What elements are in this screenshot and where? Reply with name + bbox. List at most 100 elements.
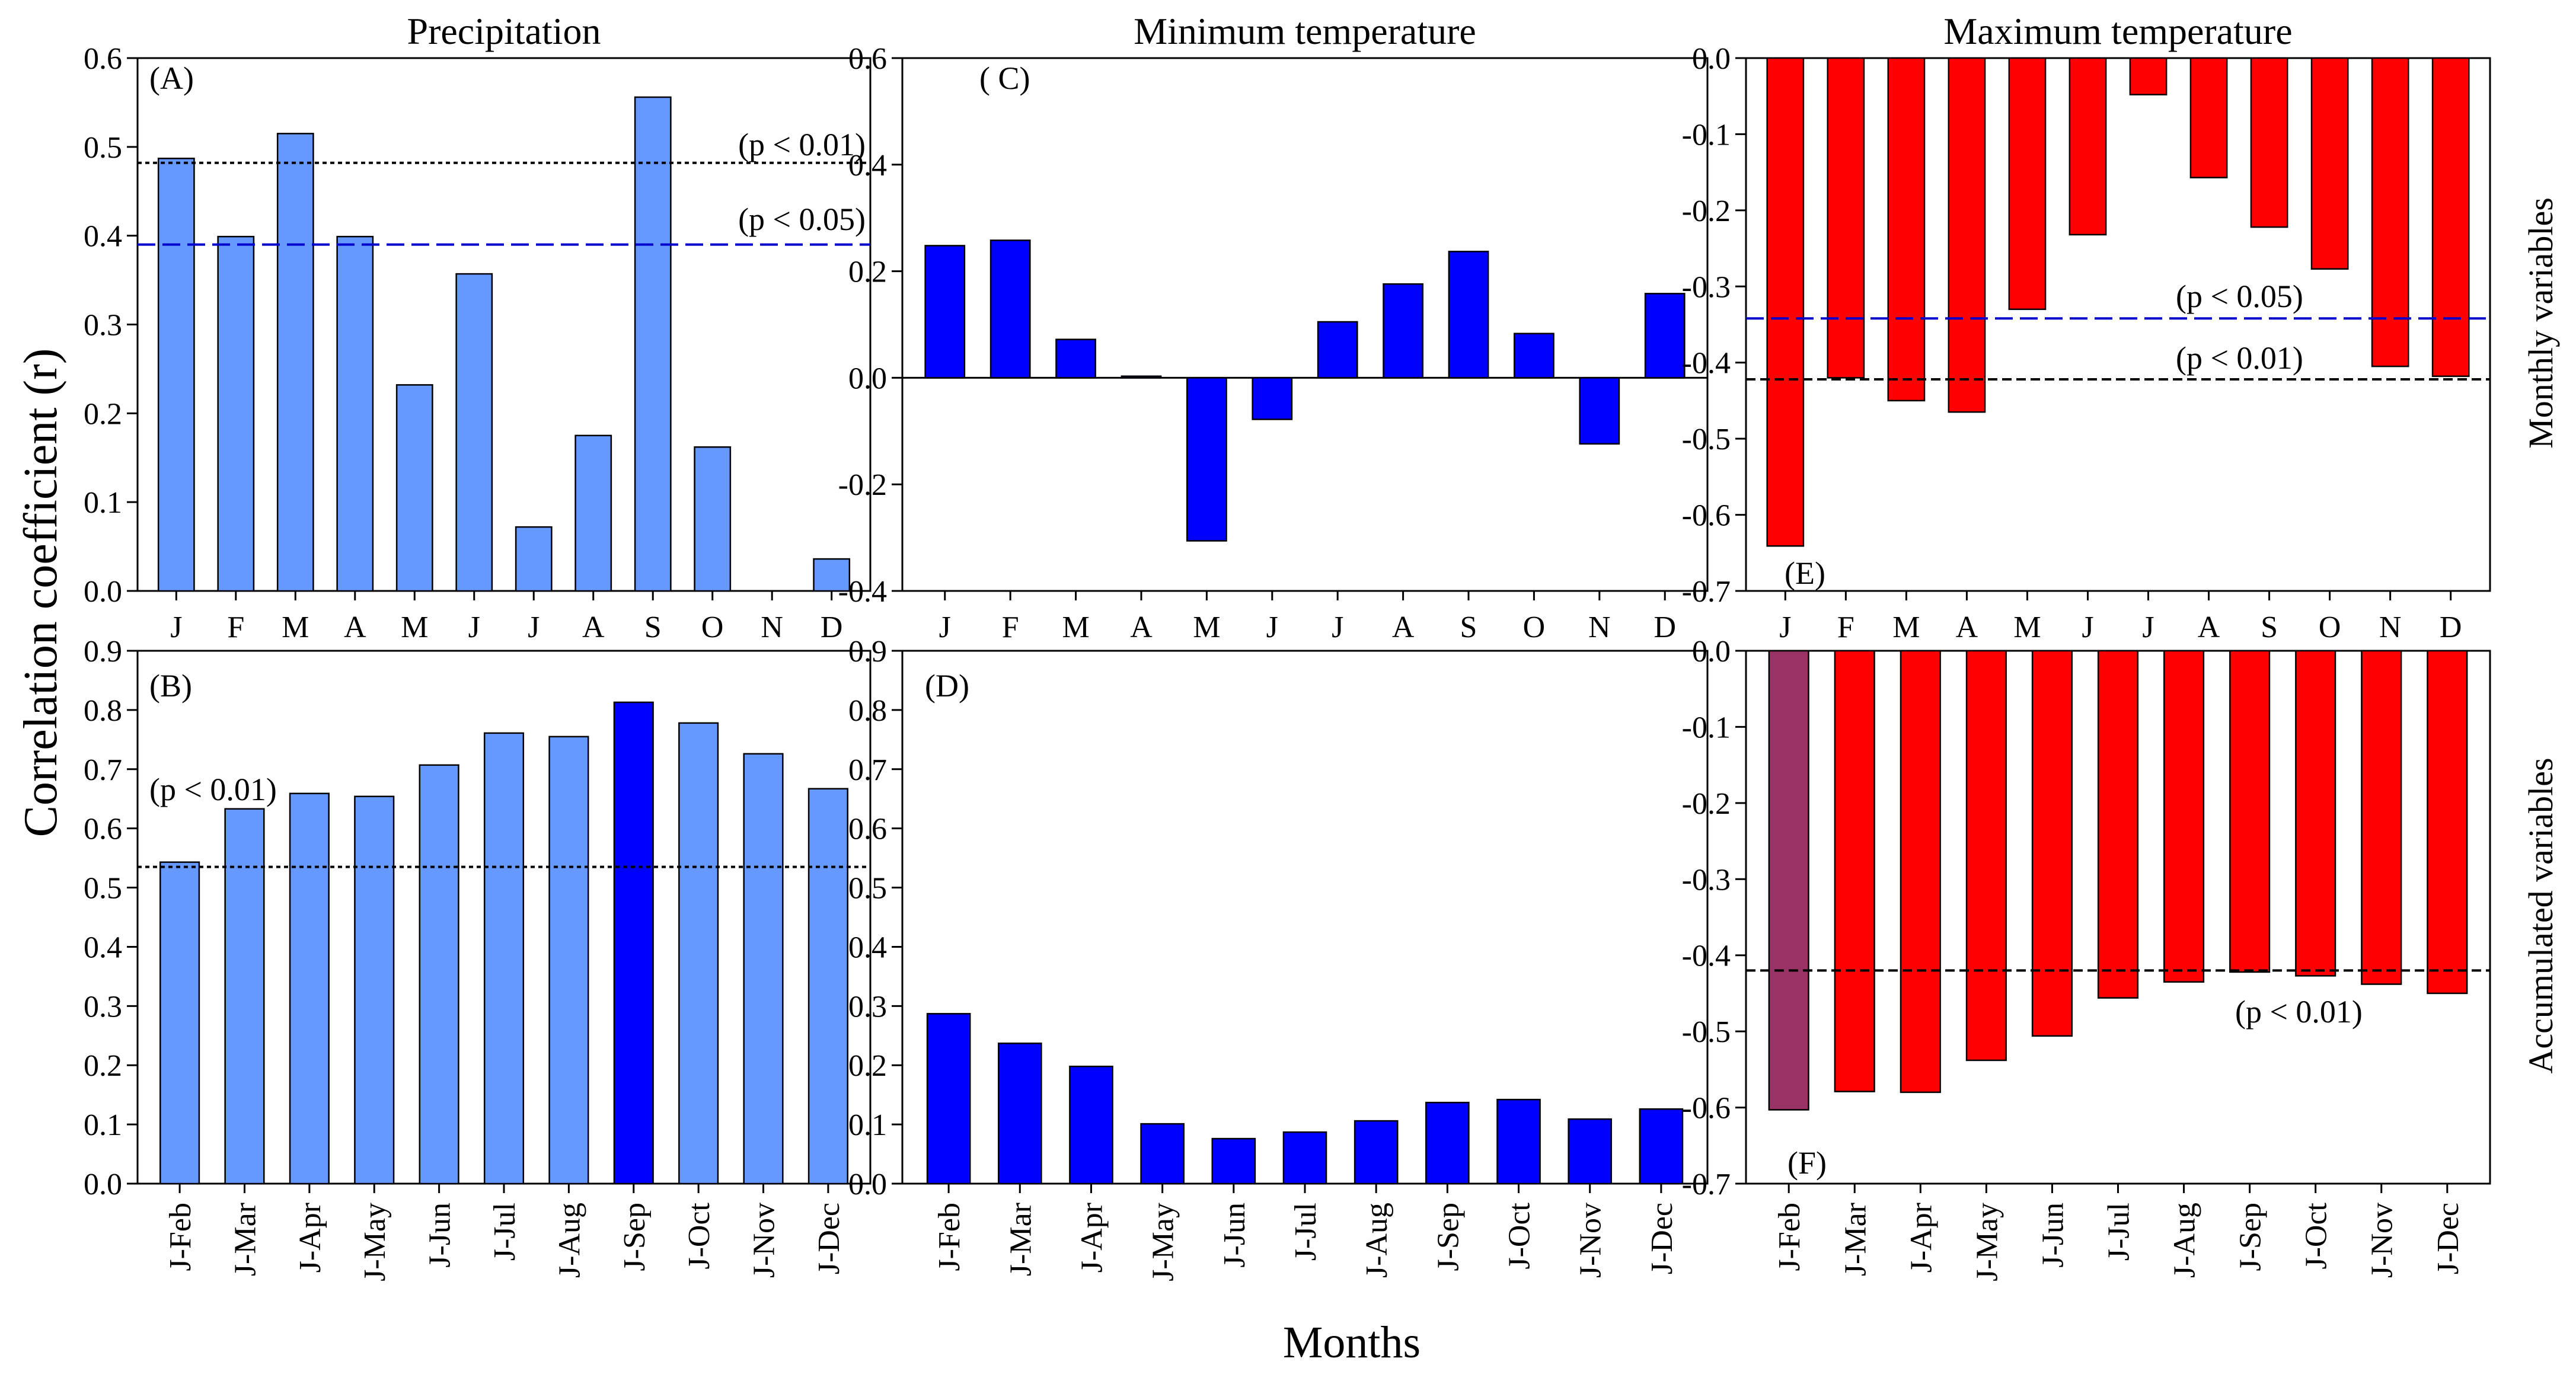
- panel-E: Maximum temperature -0.7 -0.6 -0.5 -0.4 -0.3 -…: [1682, 10, 2491, 644]
- x-tick-label-A: M: [282, 610, 309, 644]
- bar-A-3: [336, 235, 374, 592]
- bar-D-9: [1568, 1118, 1613, 1185]
- x-tick-label-F: J-Jun: [2036, 1203, 2070, 1268]
- x-tick-label-B: J-Jun: [423, 1203, 457, 1268]
- x-tick-label-E: O: [2319, 610, 2341, 644]
- y-tick-label-D: 0.2: [848, 1049, 887, 1083]
- bar-C-2: [1055, 338, 1096, 379]
- panel-B: 0.0 0.1 0.2 0.3 0.4 0.5 0.6 0.7 0.8 0.9 J-Feb J-Mar…: [84, 635, 872, 1281]
- bar-A-9: [694, 446, 732, 592]
- bar-A-4: [395, 384, 433, 592]
- bar-A-2: [276, 133, 314, 592]
- y-tick-label-B: 0.0: [84, 1168, 122, 1201]
- x-tick-label-B: J-Aug: [553, 1203, 586, 1278]
- bar-A-5: [455, 273, 493, 592]
- bar-F-2: [1900, 650, 1941, 1094]
- y-tick-label-E: -0.1: [1682, 118, 1731, 152]
- x-tick-label-A: D: [821, 610, 843, 644]
- panels-group: Precipitation 0.0 0.1 0.2 0.3 0.4 0.5 0.6 J F M A M J…: [84, 10, 2491, 1281]
- y-tick-label-A: 0.5: [84, 131, 122, 165]
- panel-letter-E: (E): [1785, 555, 1825, 591]
- bar-D-0: [926, 1013, 971, 1185]
- x-tick-label-C: N: [1588, 610, 1611, 644]
- panel-letter-C: ( C): [979, 60, 1030, 96]
- x-tick-label-F: J-Aug: [2168, 1203, 2202, 1278]
- x-tick-label-A: J: [468, 610, 480, 644]
- x-tick-label-C: F: [1002, 610, 1019, 644]
- x-tick-label-C: M: [1062, 610, 1089, 644]
- bar-E-1: [1827, 57, 1865, 379]
- y-tick-label-E: -0.3: [1682, 270, 1731, 304]
- panel-A: Precipitation 0.0 0.1 0.2 0.3 0.4 0.5 0.6 J F M A M J…: [84, 10, 872, 644]
- bar-B-2: [289, 792, 330, 1185]
- threshold-label-A-1: (p < 0.05): [738, 202, 866, 237]
- bar-A-7: [574, 434, 612, 592]
- bar-E-7: [2189, 57, 2228, 178]
- y-tick-label-F: -0.6: [1682, 1092, 1731, 1126]
- x-tick-label-C: J: [1266, 610, 1278, 644]
- y-tick-label-D: 0.6: [848, 813, 887, 846]
- x-tick-label-B: J-Oct: [682, 1202, 716, 1269]
- x-tick-label-E: F: [1837, 610, 1854, 644]
- y-tick-label-E: 0.0: [1692, 42, 1731, 76]
- bar-F-1: [1834, 650, 1875, 1092]
- bar-D-1: [997, 1043, 1042, 1185]
- bar-F-4: [2031, 650, 2073, 1037]
- x-tick-label-F: J-Feb: [1773, 1203, 1806, 1271]
- x-tick-label-C: D: [1654, 610, 1676, 644]
- bar-B-10: [807, 788, 848, 1185]
- panel-letter-A: (A): [149, 60, 194, 96]
- bar-C-7: [1383, 283, 1423, 379]
- x-tick-label-F: J-Jul: [2102, 1203, 2136, 1261]
- panel-F: -0.7 -0.6 -0.5 -0.4 -0.3 -0.2 -0.1 0.0 J-Feb J-Ma…: [1682, 635, 2491, 1281]
- y-tick-label-E: -0.2: [1682, 194, 1731, 228]
- x-tick-label-D: J-Mar: [1004, 1203, 1038, 1276]
- x-tick-label-A: A: [582, 610, 605, 644]
- bar-A-8: [634, 96, 672, 592]
- x-tick-label-D: J-Apr: [1075, 1203, 1109, 1273]
- bar-D-3: [1140, 1123, 1185, 1185]
- x-tick-label-E: J: [2142, 610, 2154, 644]
- x-tick-label-D: J-Dec: [1645, 1203, 1679, 1274]
- y-tick-label-B: 0.4: [84, 931, 122, 964]
- y-tick-label-C: 0.4: [848, 149, 887, 183]
- x-tick-label-E: M: [2013, 610, 2041, 644]
- bar-E-6: [2129, 57, 2168, 95]
- x-tick-label-E: S: [2261, 610, 2278, 644]
- x-tick-label-B: J-Mar: [228, 1203, 262, 1276]
- y-tick-label-C: -0.2: [838, 468, 887, 502]
- x-tick-label-D: J-Feb: [933, 1203, 966, 1271]
- y-tick-label-C: 0.2: [848, 255, 887, 289]
- threshold-label-B-0: (p < 0.01): [149, 772, 277, 807]
- x-tick-label-A: J: [170, 610, 182, 644]
- x-tick-label-C: J: [1332, 610, 1343, 644]
- y-tick-label-B: 0.9: [84, 635, 122, 669]
- bar-F-3: [1965, 650, 2007, 1062]
- bar-F-6: [2163, 650, 2205, 983]
- x-tick-label-E: A: [2198, 610, 2220, 644]
- x-tick-label-B: J-Jul: [488, 1203, 522, 1261]
- bar-E-10: [2371, 57, 2409, 367]
- panel-C: Minimum temperature -0.4 -0.2 0.0 0.2 0.4 0.6 J…: [838, 10, 1709, 644]
- x-tick-label-F: J-Nov: [2366, 1203, 2399, 1278]
- bar-B-6: [548, 736, 589, 1185]
- bar-C-8: [1448, 251, 1489, 379]
- y-tick-label-D: 0.4: [848, 931, 887, 964]
- x-tick-label-E: M: [1892, 610, 1920, 644]
- bar-B-1: [224, 808, 265, 1185]
- bar-E-0: [1766, 57, 1805, 547]
- y-tick-label-D: 0.0: [848, 1168, 887, 1201]
- plot-frame-C: [901, 57, 1709, 592]
- panel-D: 0.0 0.1 0.2 0.3 0.4 0.5 0.6 0.7 0.8 0.9 J-Feb J-Mar…: [848, 635, 1709, 1281]
- y-tick-label-E: -0.5: [1682, 423, 1731, 456]
- x-tick-label-E: A: [1956, 610, 1978, 644]
- y-tick-label-E: -0.4: [1682, 347, 1731, 381]
- panel-letter-D: (D): [925, 668, 969, 704]
- x-tick-label-A: O: [701, 610, 724, 644]
- bar-A-0: [157, 158, 195, 592]
- bar-C-11: [1644, 293, 1686, 379]
- bar-B-4: [419, 764, 459, 1185]
- bar-D-6: [1354, 1120, 1399, 1185]
- bar-B-9: [743, 753, 784, 1185]
